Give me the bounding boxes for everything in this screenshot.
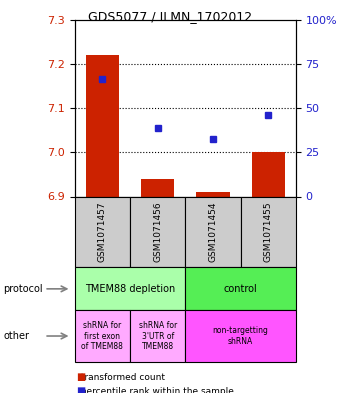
Text: TMEM88 depletion: TMEM88 depletion [85,284,175,294]
Text: GSM1071457: GSM1071457 [98,202,107,262]
Bar [197,192,230,196]
Text: non-targetting
shRNA: non-targetting shRNA [212,326,269,346]
Text: transformed count: transformed count [75,373,165,382]
Bar [252,152,285,196]
Bar [141,179,174,196]
Text: shRNA for
3'UTR of
TMEM88: shRNA for 3'UTR of TMEM88 [139,321,177,351]
Text: GSM1071455: GSM1071455 [264,202,273,262]
Text: ■: ■ [76,372,86,382]
Text: percentile rank within the sample: percentile rank within the sample [75,387,234,393]
Text: shRNA for
first exon
of TMEM88: shRNA for first exon of TMEM88 [82,321,123,351]
Text: GSM1071456: GSM1071456 [153,202,162,262]
Text: GDS5077 / ILMN_1702012: GDS5077 / ILMN_1702012 [88,10,252,23]
Text: GSM1071454: GSM1071454 [208,202,217,262]
Text: control: control [224,284,257,294]
Bar [86,55,119,196]
Text: other: other [3,331,29,341]
Text: protocol: protocol [3,284,43,294]
Text: ■: ■ [76,386,86,393]
